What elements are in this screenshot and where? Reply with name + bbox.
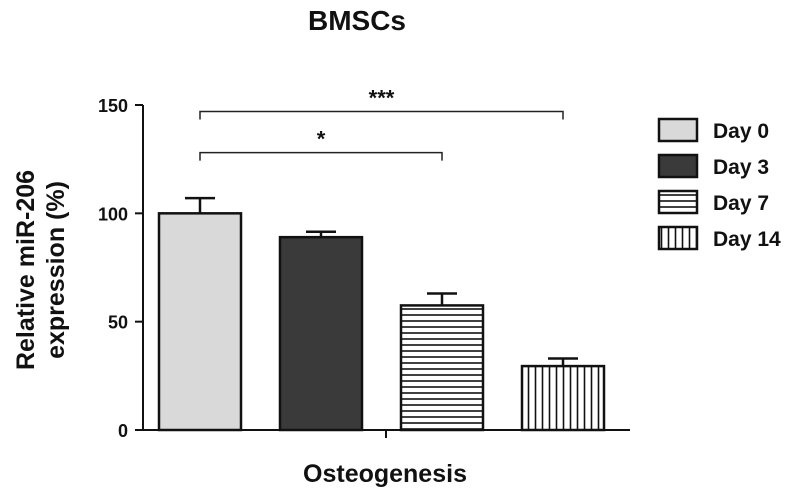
y-tick-label: 100 bbox=[98, 204, 128, 224]
legend-swatch bbox=[657, 153, 699, 179]
bar-day-0 bbox=[157, 212, 243, 432]
legend-swatch bbox=[657, 189, 699, 215]
legend: Day 0 Day 3 Day 7 Day 14 bbox=[657, 117, 781, 251]
legend-swatch bbox=[657, 225, 699, 251]
significance-bracket bbox=[199, 110, 564, 120]
chart-title: BMSCs bbox=[308, 5, 406, 36]
y-tick-label: 150 bbox=[98, 96, 128, 116]
y-axis-title: Relative miR-206 expression (%) bbox=[12, 170, 70, 370]
x-axis-title: Osteogenesis bbox=[303, 460, 467, 488]
y-tick-label: 0 bbox=[118, 421, 128, 441]
significance-label: *** bbox=[369, 86, 395, 111]
significance-bracket bbox=[199, 151, 443, 161]
bar-day-3 bbox=[278, 235, 364, 432]
y-axis-title-line-1: Relative miR-206 bbox=[12, 170, 40, 370]
significance-brackets: **** bbox=[199, 86, 564, 161]
y-ticks: 0 50 100 150 bbox=[98, 96, 143, 441]
legend-label: Day 14 bbox=[713, 228, 781, 251]
bars bbox=[157, 196, 606, 432]
bar-day-14 bbox=[520, 364, 606, 432]
legend-swatch bbox=[657, 117, 699, 143]
legend-label: Day 0 bbox=[713, 120, 769, 143]
y-axis-title-line-2: expression (%) bbox=[42, 181, 70, 359]
significance-label: * bbox=[317, 127, 326, 152]
legend-label: Day 7 bbox=[713, 192, 769, 215]
legend-label: Day 3 bbox=[713, 156, 769, 179]
y-tick-label: 50 bbox=[108, 313, 128, 333]
bar-day-7 bbox=[399, 304, 485, 432]
